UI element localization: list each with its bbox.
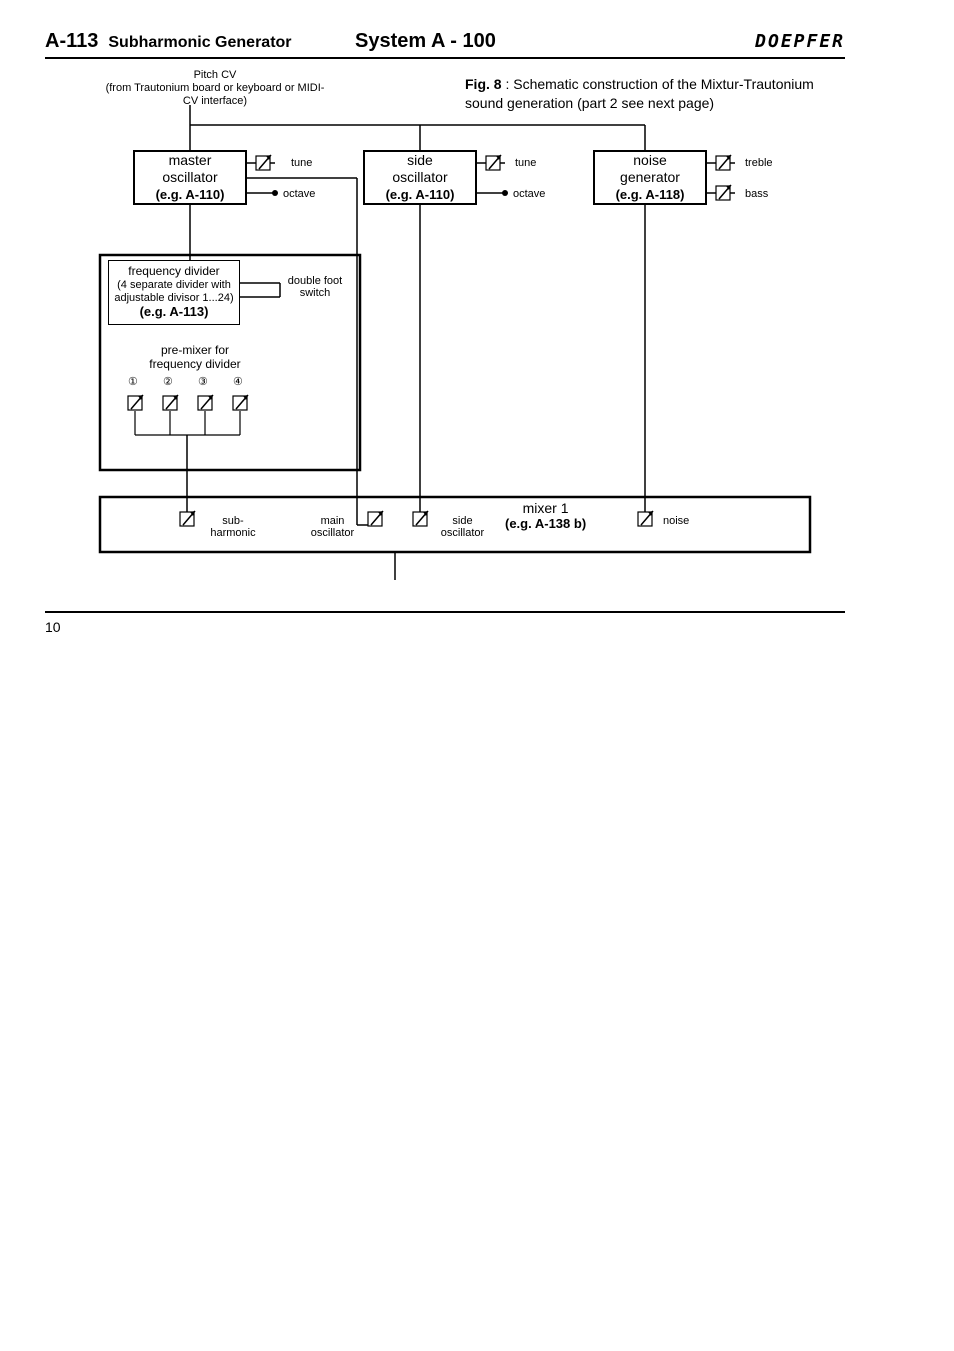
label-bass: bass [745, 188, 768, 200]
module-name: Subharmonic Generator [108, 34, 291, 52]
page-number: 10 [45, 619, 845, 635]
brand: DOEPFER [755, 31, 845, 52]
page-header: A-113 Subharmonic Generator System A - 1… [45, 30, 845, 59]
mixer-title: mixer 1 (e.g. A-138 b) [505, 500, 586, 531]
master-oscillator-box: master oscillator (e.g. A-110) [133, 150, 247, 205]
label-treble: treble [745, 157, 773, 169]
noise-generator-box: noise generator (e.g. A-118) [593, 150, 707, 205]
label-side-osc: side oscillator [435, 515, 490, 539]
circled-2: ② [163, 375, 173, 388]
circled-3: ③ [198, 375, 208, 388]
label-double-footswitch: double foot switch [285, 275, 345, 299]
label-noise: noise [663, 515, 689, 527]
label-tune-master: tune [291, 157, 312, 169]
circled-4: ④ [233, 375, 243, 388]
premixer-label: pre-mixer for frequency divider [135, 343, 255, 371]
label-octave-master: octave [283, 188, 315, 200]
label-main-osc: main oscillator [305, 515, 360, 539]
footer-rule [45, 611, 845, 613]
system-title: System A - 100 [355, 30, 496, 53]
label-tune-side: tune [515, 157, 536, 169]
schematic-diagram: Fig. 8 : Schematic construction of the M… [45, 65, 845, 605]
module-code: A-113 [45, 30, 98, 53]
label-octave-side: octave [513, 188, 545, 200]
label-subharmonic: sub-harmonic [203, 515, 263, 539]
side-oscillator-box: side oscillator (e.g. A-110) [363, 150, 477, 205]
circled-1: ① [128, 375, 138, 388]
frequency-divider-box: frequency divider (4 separate divider wi… [108, 260, 240, 325]
